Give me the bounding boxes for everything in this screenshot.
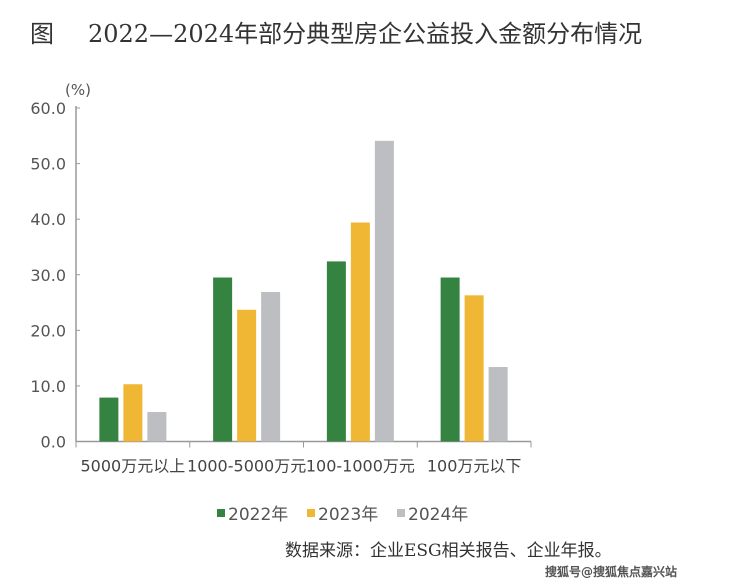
y-tick-label: 0.0 — [41, 433, 66, 452]
bar-2023年 — [350, 222, 370, 442]
y-tick-label: 20.0 — [30, 321, 66, 340]
bar-2024年 — [374, 140, 394, 442]
bar-2024年 — [261, 291, 281, 442]
legend-label: 2024年 — [408, 505, 468, 525]
chart-title: 图 2022—2024年部分典型房企公益投入金额分布情况 — [30, 14, 642, 49]
bar-2022年 — [440, 277, 460, 442]
legend-swatch — [307, 509, 315, 517]
bar-2023年 — [464, 295, 484, 442]
y-tick-label: 30.0 — [30, 266, 66, 285]
x-tick-label: 100万元以下 — [427, 457, 522, 476]
bar-2024年 — [147, 412, 167, 442]
y-tick-label: 50.0 — [30, 155, 66, 174]
legend-label: 2022年 — [228, 505, 288, 525]
legend-swatch — [397, 509, 405, 517]
bar-2022年 — [213, 277, 233, 442]
bar-2022年 — [99, 397, 119, 442]
legend-swatch — [217, 509, 225, 517]
bar-2022年 — [326, 261, 346, 442]
data-source: 数据来源：企业ESG相关报告、企业年报。 — [285, 541, 612, 561]
y-axis-unit: (%) — [65, 81, 91, 99]
y-tick-label: 40.0 — [30, 210, 66, 229]
figure-label: 图 — [30, 20, 54, 48]
x-tick-label: 100-1000万元 — [306, 457, 415, 476]
legend-label: 2023年 — [318, 505, 378, 525]
title-text: 2022—2024年部分典型房企公益投入金额分布情况 — [88, 20, 643, 48]
bar-2023年 — [123, 384, 143, 442]
y-tick-label: 60.0 — [30, 99, 66, 118]
watermark: 搜狐号@搜狐焦点嘉兴站 — [545, 565, 678, 579]
bar-2023年 — [237, 309, 257, 442]
bar-2024年 — [488, 367, 508, 442]
y-tick-label: 10.0 — [30, 377, 66, 396]
x-tick-label: 5000万元以上 — [81, 457, 186, 476]
x-tick-label: 1000-5000万元 — [187, 457, 306, 476]
